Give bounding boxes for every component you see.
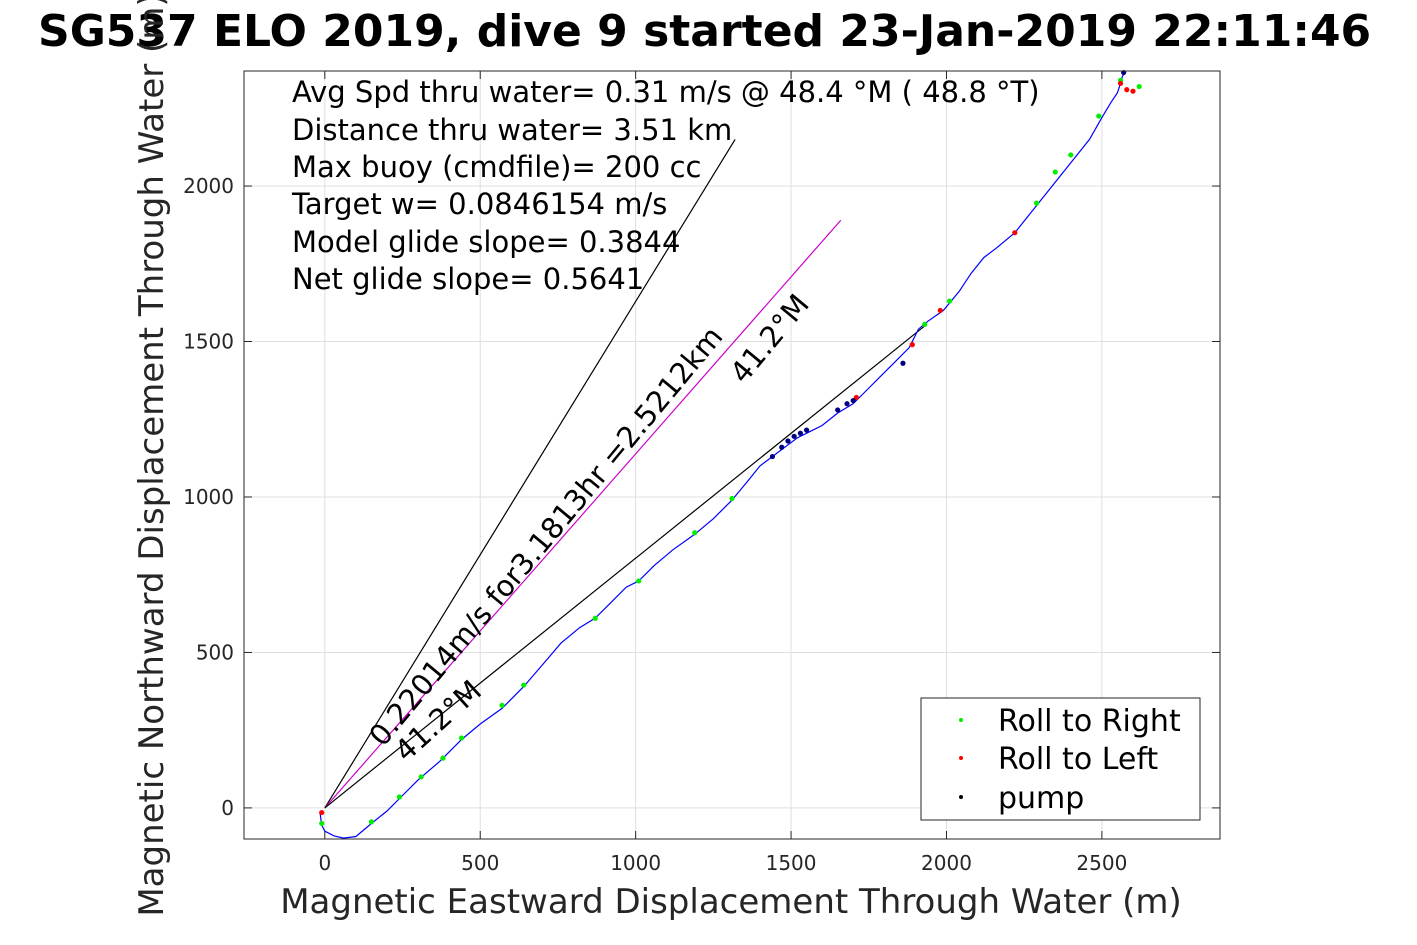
x-axis-label: Magnetic Eastward Displacement Through W…	[280, 882, 1182, 922]
roll-right-point	[946, 298, 953, 304]
pump-point	[803, 427, 810, 433]
roll-right-point	[396, 794, 403, 800]
x-tick-label: 2500	[1076, 851, 1127, 875]
pump-point	[844, 401, 850, 407]
pump-point	[835, 407, 841, 413]
info-line-net-glide: Net glide slope= 0.5641	[292, 262, 644, 296]
info-line-target-w: Target w= 0.0846154 m/s	[291, 187, 667, 221]
roll-left-point	[937, 307, 943, 314]
y-tick-label: 1000	[183, 485, 234, 509]
legend-box	[920, 697, 1201, 821]
track-line	[319, 70, 1126, 839]
roll-right-point	[418, 774, 424, 780]
x-tick-label: 1500	[766, 851, 817, 875]
roll-right-point	[1068, 152, 1074, 158]
roll-right-point	[1136, 83, 1142, 90]
axis-ticks: 0 500 1000 1500 2000 2500 0 500 1000 1500 2000	[183, 71, 1220, 875]
x-tick-label: 2000	[921, 851, 972, 875]
roll-right-point	[499, 702, 505, 708]
legend: Roll to Right Roll to Left pump	[920, 697, 1201, 821]
reference-line-black-steep	[324, 139, 736, 809]
roll-left-point	[319, 809, 325, 816]
roll-right-point	[319, 820, 325, 827]
roll-left-point	[1130, 88, 1136, 94]
y-tick-label: 1500	[183, 330, 234, 354]
info-block: Avg Spd thru water= 0.31 m/s @ 48.4 °M (…	[291, 75, 1040, 296]
x-tick-label: 500	[461, 851, 499, 875]
legend-label-pump: pump	[998, 781, 1084, 816]
legend-marker-pump	[959, 795, 963, 799]
roll-right-point	[1052, 169, 1058, 175]
roll-right-point	[368, 819, 375, 825]
pump-point	[791, 433, 797, 439]
reference-line-black-shallow	[324, 325, 926, 809]
roll-right-point	[636, 578, 642, 584]
legend-label-roll-right: Roll to Right	[998, 704, 1181, 739]
pump-point	[769, 453, 776, 460]
reference-lines	[324, 139, 926, 809]
data-series	[319, 69, 1142, 839]
info-line-avg-speed: Avg Spd thru water= 0.31 m/s @ 48.4 °M (…	[292, 75, 1040, 109]
y-tick-label: 2000	[183, 174, 234, 198]
info-line-model-glide: Model glide slope= 0.3844	[292, 225, 680, 259]
roll-right-point	[1034, 200, 1040, 206]
info-line-distance: Distance thru water= 3.51 km	[292, 113, 732, 147]
pump-point	[797, 430, 803, 436]
roll-left-point	[1117, 80, 1124, 87]
roll-left-point	[909, 342, 915, 348]
roll-right-point	[922, 321, 928, 328]
roll-right-point	[692, 530, 698, 536]
plot-frame	[243, 70, 1221, 840]
chart-title: SG537 ELO 2019, dive 9 started 23-Jan-20…	[38, 6, 1371, 57]
reference-line-magenta-current	[324, 219, 842, 809]
y-tick-label: 0	[221, 796, 234, 820]
grid-lines	[244, 71, 1220, 839]
y-axis-label: Magnetic Northward Displacement Through …	[132, 0, 172, 917]
legend-label-roll-left: Roll to Left	[998, 742, 1158, 777]
roll-left-point	[1124, 87, 1130, 93]
pump-point	[779, 444, 785, 450]
pump-point	[785, 438, 791, 444]
roll-right-point	[729, 495, 735, 502]
roll-right-point	[592, 615, 598, 621]
roll-right-point	[1096, 113, 1102, 119]
roll-right-point	[458, 735, 465, 741]
info-line-max-buoy: Max buoy (cmdfile)= 200 cc	[292, 150, 701, 184]
pump-point	[850, 397, 856, 404]
roll-left-point	[1012, 230, 1018, 236]
roll-right-point	[440, 755, 446, 761]
x-tick-label: 0	[318, 851, 331, 875]
pump-point	[900, 360, 906, 366]
roll-right-point	[521, 682, 527, 688]
y-tick-label: 500	[196, 640, 234, 664]
legend-marker-roll-left	[959, 756, 963, 760]
x-tick-label: 1000	[610, 851, 661, 875]
legend-marker-roll-right	[959, 718, 963, 722]
